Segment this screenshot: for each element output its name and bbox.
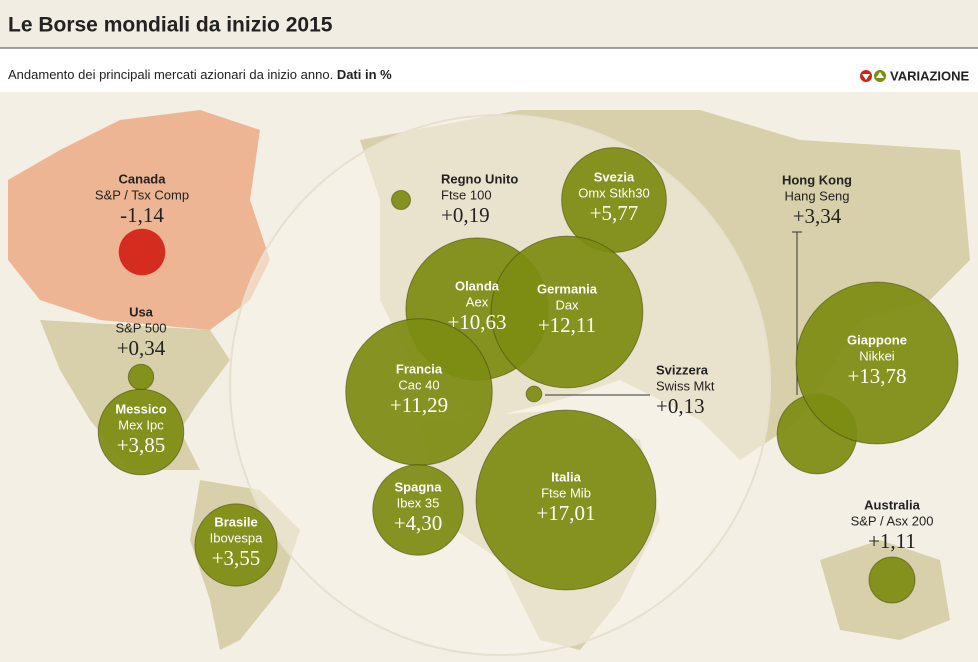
- market-name: Svezia: [594, 169, 635, 184]
- value-label: +0,34: [117, 336, 166, 360]
- legend-label: VARIAZIONE: [890, 68, 970, 83]
- index-name: Mex Ipc: [118, 417, 164, 432]
- legend: VARIAZIONE: [860, 68, 970, 83]
- market-name: Italia: [551, 469, 581, 484]
- bubble: [525, 385, 543, 403]
- index-name: Cac 40: [398, 377, 439, 392]
- index-name: Ibovespa: [210, 530, 264, 545]
- canada: [8, 110, 270, 330]
- market-name: Spagna: [395, 479, 443, 494]
- bubbles: [97, 147, 959, 604]
- value-label: -1,14: [120, 203, 164, 227]
- bubble: [372, 464, 464, 556]
- subtitle-unit: Dati in %: [337, 67, 392, 82]
- bubble: [868, 556, 916, 604]
- subtitle-text: Andamento dei principali mercati azionar…: [8, 67, 333, 82]
- bubble: [475, 409, 657, 591]
- index-name: Dax: [555, 297, 579, 312]
- index-name: S&P / Tsx Comp: [95, 187, 189, 202]
- title: Le Borse mondiali da inizio 2015: [8, 14, 333, 37]
- bubble: [795, 281, 959, 445]
- market-name: Messico: [115, 401, 166, 416]
- bubble: [127, 363, 155, 391]
- index-name: Ibex 35: [397, 495, 440, 510]
- index-name: Hang Seng: [784, 188, 849, 203]
- value-label: +12,11: [538, 313, 596, 337]
- value-label: +17,01: [536, 501, 595, 525]
- market-name: Hong Kong: [782, 172, 852, 187]
- bubble: [490, 235, 644, 389]
- bubble: [390, 189, 412, 211]
- index-name: Aex: [466, 294, 489, 309]
- value-label: +3,85: [117, 433, 166, 457]
- value-label: +0,13: [656, 394, 705, 418]
- market-name: Olanda: [455, 278, 500, 293]
- market-name: Svizzera: [656, 362, 709, 377]
- legend-up-arrow: [876, 72, 884, 78]
- index-name: S&P / Asx 200: [851, 513, 934, 528]
- market-name: Francia: [396, 361, 443, 376]
- index-name: S&P 500: [115, 320, 166, 335]
- value-label: +5,77: [590, 201, 639, 225]
- market-name: Canada: [119, 171, 167, 186]
- header-band: [0, 0, 978, 48]
- index-name: Ftse Mib: [541, 485, 591, 500]
- market-name: Australia: [864, 497, 920, 512]
- value-label: +13,78: [847, 364, 906, 388]
- subtitle: Andamento dei principali mercati azionar…: [8, 67, 392, 82]
- value-label: +3,34: [793, 204, 842, 228]
- value-label: +11,29: [390, 393, 448, 417]
- index-name: Swiss Mkt: [656, 378, 715, 393]
- value-label: +3,55: [212, 546, 261, 570]
- index-name: Nikkei: [859, 348, 895, 363]
- value-label: +4,30: [394, 511, 443, 535]
- market-name: Germania: [537, 281, 598, 296]
- bubble: [194, 503, 278, 587]
- market-name: Brasile: [214, 514, 257, 529]
- legend-down-arrow: [862, 74, 870, 80]
- market-name: Usa: [129, 304, 154, 319]
- bubble: [97, 388, 185, 476]
- bubble: [118, 228, 166, 276]
- index-name: Ftse 100: [441, 187, 492, 202]
- value-label: +1,11: [868, 529, 916, 553]
- index-name: Omx Stkh30: [578, 185, 650, 200]
- market-name: Regno Unito: [441, 171, 518, 186]
- value-label: +0,19: [441, 203, 490, 227]
- value-label: +10,63: [447, 310, 506, 334]
- market-name: Giappone: [847, 332, 907, 347]
